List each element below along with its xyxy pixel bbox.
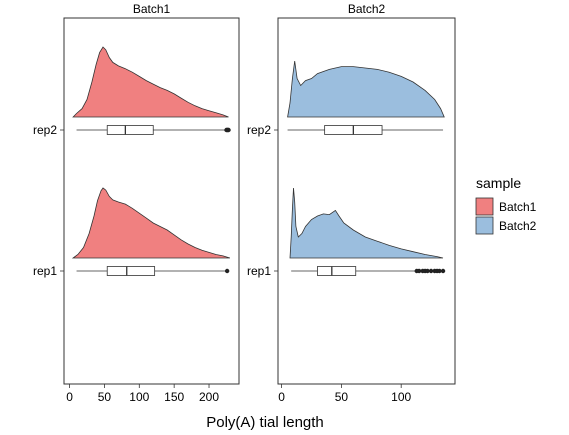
facet-strip-title: Batch2 xyxy=(348,2,386,16)
outlier-point xyxy=(425,268,430,274)
x-tick-label: 50 xyxy=(335,390,349,404)
density-rep1 xyxy=(71,187,231,259)
x-tick-label: 0 xyxy=(66,390,73,404)
x-tick-label: 200 xyxy=(199,390,219,404)
box-rep2 xyxy=(106,125,154,135)
outlier-point xyxy=(416,268,422,274)
outlier-point xyxy=(224,268,230,274)
x-tick-label: 150 xyxy=(164,390,184,404)
x-tick-label: 100 xyxy=(129,390,149,404)
facet-panels: Batch1 rep2 rep1 0 50 100 150 200 Batch2 rep2 rep1… xyxy=(33,2,456,404)
x-tick-label: 50 xyxy=(98,390,112,404)
legend-label-batch2: Batch2 xyxy=(499,219,537,233)
density-rep1 xyxy=(289,187,444,259)
outlier-point xyxy=(226,127,231,133)
density-rep2 xyxy=(287,60,445,118)
outlier-point xyxy=(437,268,442,274)
x-axis-title: Poly(A) tial length xyxy=(206,414,324,431)
outlier-point xyxy=(428,268,434,274)
y-tick-label: rep1 xyxy=(247,264,271,278)
x-tick-label: 0 xyxy=(278,390,285,404)
panel-border xyxy=(277,17,456,385)
box-rep1 xyxy=(106,266,156,276)
y-tick-label: rep2 xyxy=(33,123,57,137)
panel-border xyxy=(63,17,240,385)
outlier-point xyxy=(440,268,446,274)
legend: sample Batch1 Batch2 xyxy=(475,175,537,235)
legend-swatch-batch1 xyxy=(475,197,494,216)
box-rep1 xyxy=(317,266,357,276)
density-rep2 xyxy=(72,46,229,118)
legend-swatch-batch2 xyxy=(475,216,494,235)
legend-label-batch1: Batch1 xyxy=(499,200,537,214)
y-tick-label: rep2 xyxy=(247,123,271,137)
y-tick-label: rep1 xyxy=(33,264,57,278)
x-tick-label: 100 xyxy=(391,390,411,404)
facet-panel-batch2: Batch2 rep2 rep1 0 50 100 xyxy=(247,2,456,404)
facet-panel-batch1: Batch1 rep2 rep1 0 50 100 150 200 xyxy=(33,2,240,404)
legend-title: sample xyxy=(476,175,521,191)
facet-strip-title: Batch1 xyxy=(133,2,171,16)
